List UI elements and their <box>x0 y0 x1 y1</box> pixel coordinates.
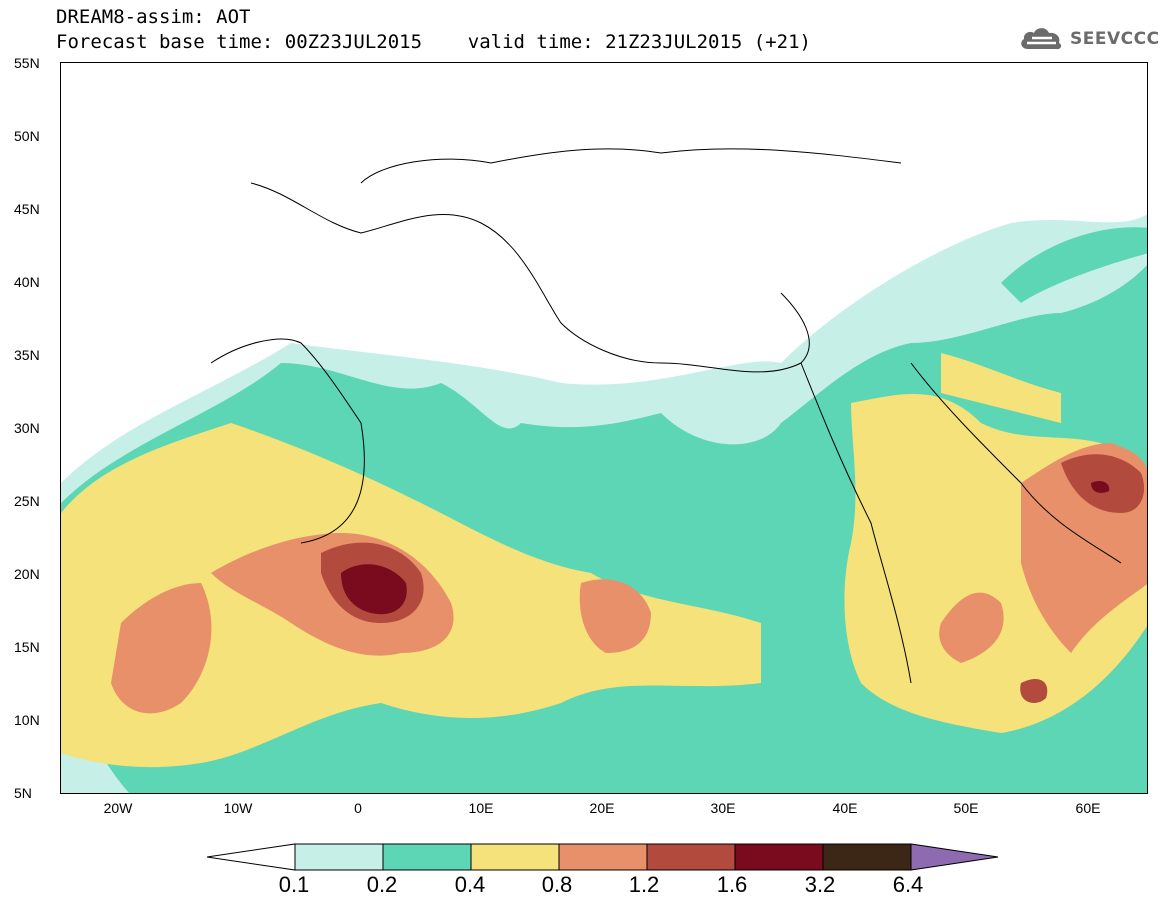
lon-label-30e: 30E <box>710 800 736 816</box>
lat-label-20n: 20N <box>14 566 40 582</box>
aot-band-1.6-3.2 <box>341 480 1110 615</box>
lon-label-20e: 20E <box>589 800 615 816</box>
colorbar-under-triangle <box>206 843 296 871</box>
lat-label-55n: 55N <box>14 55 40 71</box>
lon-label-50e: 50E <box>953 800 979 816</box>
lat-label-50n: 50N <box>14 128 40 144</box>
lon-label-60e: 60E <box>1075 800 1101 816</box>
colorbar-cell-5 <box>646 843 736 871</box>
colorbar-label-0.4: 0.4 <box>454 872 486 897</box>
logo-text: SEEVCCC <box>1070 29 1160 49</box>
colorbar-cell-1 <box>294 843 384 871</box>
seevccc-logo: SEEVCCC <box>1018 24 1160 54</box>
lon-label-40e: 40E <box>832 800 858 816</box>
colorbar-cell-4 <box>558 843 648 871</box>
aot-colorbar <box>206 843 999 871</box>
aot-field <box>61 148 1147 793</box>
lon-label-10e: 10E <box>468 800 494 816</box>
lon-label-10w: 10W <box>223 800 253 816</box>
colorbar-label-0.2: 0.2 <box>366 872 398 897</box>
lon-label-20w: 20W <box>103 800 133 816</box>
colorbar-label-1.2: 1.2 <box>628 872 660 897</box>
chart-title: DREAM8-assim: AOT <box>56 6 251 28</box>
colorbar-cell-3 <box>470 843 560 871</box>
colorbar-cell-2 <box>382 843 472 871</box>
lon-label-0: 0 <box>354 800 362 816</box>
colorbar-over-triangle <box>910 843 999 871</box>
lat-label-10n: 10N <box>14 712 40 728</box>
lat-label-15n: 15N <box>14 639 40 655</box>
colorbar-cell-6 <box>734 843 824 871</box>
coastlines <box>210 148 1122 684</box>
forecast-time-line: Forecast base time: 00Z23JUL2015 valid t… <box>56 31 811 53</box>
lat-label-25n: 25N <box>14 493 40 509</box>
cloud-icon <box>1021 28 1062 50</box>
lat-label-40n: 40N <box>14 274 40 290</box>
colorbar-label-6.4: 6.4 <box>892 872 924 897</box>
lat-label-35n: 35N <box>14 347 40 363</box>
lat-label-30n: 30N <box>14 420 40 436</box>
aot-map <box>60 62 1148 794</box>
colorbar-label-3.2: 3.2 <box>804 872 836 897</box>
colorbar-label-0.1: 0.1 <box>278 872 310 897</box>
colorbar-cell-7 <box>822 843 912 871</box>
lat-label-5n: 5N <box>14 785 32 801</box>
colorbar-label-1.6: 1.6 <box>716 872 748 897</box>
colorbar-label-0.8: 0.8 <box>541 872 573 897</box>
lat-label-45n: 45N <box>14 201 40 217</box>
